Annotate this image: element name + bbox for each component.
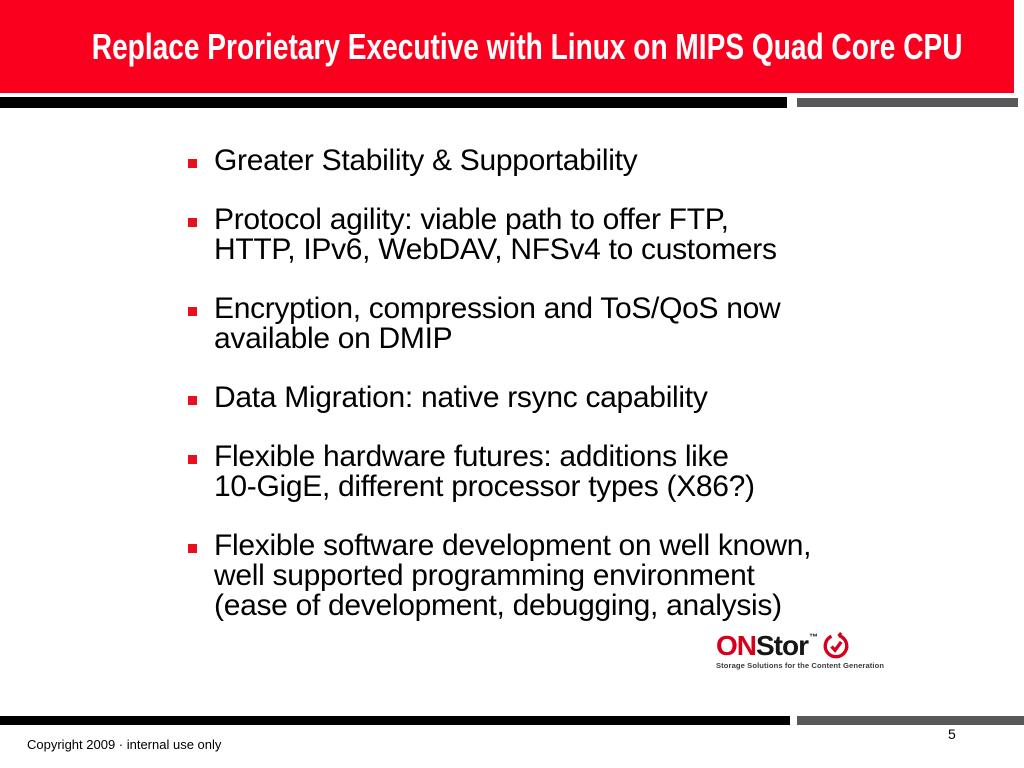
bullet-item: Flexible hardware futures: additions lik… <box>188 442 928 502</box>
copyright-text: Copyright 2009 · internal use only <box>27 737 222 752</box>
bullet-item: Protocol agility: viable path to offer F… <box>188 205 928 265</box>
onstor-mark-icon <box>823 632 849 659</box>
bullet-item: Flexible software development on well kn… <box>188 531 928 621</box>
slide-title: Replace Prorietary Executive with Linux … <box>91 25 963 67</box>
bottom-divider-bar-gray <box>797 716 1024 725</box>
onstor-logo-row: ONStor ™ <box>716 632 884 660</box>
bullet-list: Greater Stability & Supportability Proto… <box>188 146 928 650</box>
top-divider-bar-black <box>0 97 787 108</box>
trademark-symbol: ™ <box>809 632 818 642</box>
onstor-brand: ONStor <box>716 630 809 661</box>
bullet-text: Flexible software development on well kn… <box>214 529 812 622</box>
bullet-square-icon <box>188 307 197 316</box>
onstor-brand-on: ON <box>716 630 757 661</box>
bullet-text: Data Migration: native rsync capability <box>214 381 708 414</box>
title-banner: Replace Prorietary Executive with Linux … <box>0 0 1014 93</box>
bullet-text: Greater Stability & Supportability <box>214 144 638 177</box>
bullet-text: Protocol agility: viable path to offer F… <box>214 203 777 266</box>
onstor-tagline: Storage Solutions for the Content Genera… <box>716 661 885 670</box>
bullet-item: Greater Stability & Supportability <box>188 146 928 176</box>
bullet-square-icon <box>188 455 197 464</box>
onstor-logo: ONStor ™ Storage Solutions for the Conte… <box>716 632 885 671</box>
bullet-square-icon <box>188 396 197 405</box>
page-number: 5 <box>948 726 956 742</box>
bullet-text: Encryption, compression and ToS/QoS now … <box>214 292 781 355</box>
onstor-brand-stor: Stor <box>756 630 809 661</box>
bottom-divider-bar-black <box>0 716 790 725</box>
top-divider-bar-gray <box>797 98 1018 107</box>
bullet-text: Flexible hardware futures: additions lik… <box>214 440 755 503</box>
bullet-item: Data Migration: native rsync capability <box>188 383 928 413</box>
bullet-square-icon <box>188 218 197 227</box>
bullet-square-icon <box>188 544 197 553</box>
bullet-item: Encryption, compression and ToS/QoS now … <box>188 294 928 354</box>
bullet-square-icon <box>188 159 197 168</box>
